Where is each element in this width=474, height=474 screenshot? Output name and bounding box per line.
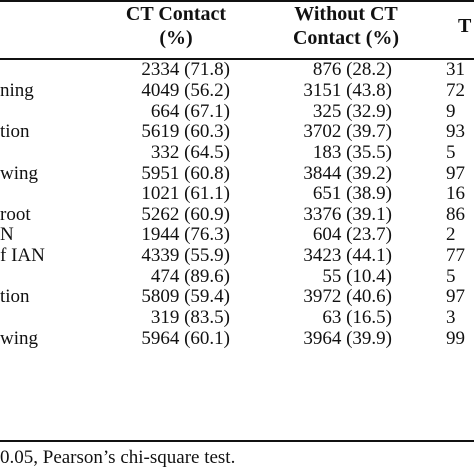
total-cell: 2	[446, 224, 456, 246]
total-cell: 3	[446, 307, 456, 328]
ct-contact-cell: 5809 (59.4)	[141, 286, 230, 308]
table-row: 2334 (71.8) 876 (28.2) 31	[0, 60, 474, 81]
ct-contact-cell: 319 (83.5)	[150, 307, 230, 328]
total-cell: 5	[446, 141, 456, 163]
data-table: 2334 (71.8) 876 (28.2) 31 ning 4049 (56.2) 31…	[0, 60, 474, 349]
ct-contact-cell: 5951 (60.8)	[141, 162, 230, 184]
table-footnote: 0.05, Pearson’s chi-square test.	[0, 447, 236, 468]
table-row: root 5262 (60.9) 3376 (39.1) 86	[0, 204, 474, 225]
row-label	[0, 266, 90, 287]
without-ct-contact-cell: 876 (28.2)	[312, 59, 392, 81]
header-ct-contact-line1: CT Contact	[125, 3, 227, 25]
table-row: ning 4049 (56.2) 3151 (43.8) 72	[0, 81, 474, 102]
total-cell: 72	[446, 79, 465, 101]
without-ct-contact-cell: 3423 (44.1)	[303, 245, 392, 267]
header-ct-contact-line2: (%)	[159, 27, 193, 49]
table-row: N 1944 (76.3) 604 (23.7) 2	[0, 225, 474, 246]
row-label	[0, 308, 90, 329]
table-row: tion 5809 (59.4) 3972 (40.6) 97	[0, 287, 474, 308]
ct-contact-cell: 2334 (71.8)	[141, 59, 230, 81]
without-ct-contact-cell: 3972 (40.6)	[303, 286, 392, 308]
total-cell: 31	[446, 59, 465, 81]
row-label	[0, 143, 90, 164]
row-label	[0, 101, 90, 122]
row-label: tion	[0, 121, 30, 143]
row-label: f IAN	[0, 245, 45, 267]
ct-contact-cell: 474 (89.6)	[150, 265, 230, 287]
row-label: ning	[0, 79, 34, 101]
total-cell: 99	[446, 327, 465, 349]
without-ct-contact-cell: 3376 (39.1)	[303, 203, 392, 225]
total-cell: 97	[446, 162, 465, 184]
without-ct-contact-cell: 3964 (39.9)	[303, 327, 392, 349]
without-ct-contact-cell: 604 (23.7)	[312, 224, 392, 246]
header-without-line2: Contact (%)	[292, 27, 400, 49]
total-cell: 5	[446, 265, 456, 287]
total-cell: 9	[446, 100, 456, 122]
total-cell: 86	[446, 203, 465, 225]
row-label: tion	[0, 286, 30, 308]
table-row: tion 5619 (60.3) 3702 (39.7) 93	[0, 122, 474, 143]
table-bottom-rule	[0, 440, 474, 442]
table-row: f IAN 4339 (55.9) 3423 (44.1) 77	[0, 246, 474, 267]
row-label: N	[0, 224, 14, 246]
without-ct-contact-cell: 3702 (39.7)	[303, 121, 392, 143]
ct-contact-cell: 1944 (76.3)	[141, 224, 230, 246]
table-row: wing 5964 (60.1) 3964 (39.9) 99	[0, 328, 474, 349]
without-ct-contact-cell: 325 (32.9)	[312, 100, 392, 122]
table-row: 332 (64.5) 183 (35.5) 5	[0, 143, 474, 164]
ct-contact-cell: 5619 (60.3)	[141, 121, 230, 143]
table-row: 474 (89.6) 55 (10.4) 5	[0, 266, 474, 287]
total-cell: 97	[446, 286, 465, 308]
row-label: root	[0, 203, 31, 225]
ct-contact-cell: 664 (67.1)	[150, 100, 230, 122]
table-row: 664 (67.1) 325 (32.9) 9	[0, 101, 474, 122]
table-header-rule	[0, 58, 474, 60]
without-ct-contact-cell: 55 (10.4)	[322, 265, 392, 287]
ct-contact-cell: 4339 (55.9)	[141, 245, 230, 267]
ct-contact-cell: 1021 (61.1)	[141, 183, 230, 205]
without-ct-contact-cell: 651 (38.9)	[312, 183, 392, 205]
table-row: 1021 (61.1) 651 (38.9) 16	[0, 184, 474, 205]
row-label: wing	[0, 327, 38, 349]
row-label	[0, 184, 90, 205]
ct-contact-cell: 5964 (60.1)	[141, 327, 230, 349]
table-row: 319 (83.5) 63 (16.5) 3	[0, 308, 474, 329]
table-top-rule	[0, 0, 474, 2]
row-label	[0, 60, 90, 81]
header-total-partial: T	[458, 15, 472, 37]
header-without-line1: Without CT	[294, 3, 398, 25]
without-ct-contact-cell: 183 (35.5)	[312, 141, 392, 163]
row-label: wing	[0, 162, 38, 184]
table-row: wing 5951 (60.8) 3844 (39.2) 97	[0, 163, 474, 184]
header-ct-contact: CT Contact (%)	[96, 2, 256, 50]
header-without-ct-contact: Without CT Contact (%)	[266, 2, 426, 50]
without-ct-contact-cell: 3844 (39.2)	[303, 162, 392, 184]
ct-contact-cell: 332 (64.5)	[150, 141, 230, 163]
ct-contact-cell: 5262 (60.9)	[141, 203, 230, 225]
without-ct-contact-cell: 63 (16.5)	[322, 307, 392, 328]
without-ct-contact-cell: 3151 (43.8)	[303, 79, 392, 101]
total-cell: 16	[446, 183, 465, 205]
ct-contact-cell: 4049 (56.2)	[141, 79, 230, 101]
total-cell: 77	[446, 245, 465, 267]
total-cell: 93	[446, 121, 465, 143]
